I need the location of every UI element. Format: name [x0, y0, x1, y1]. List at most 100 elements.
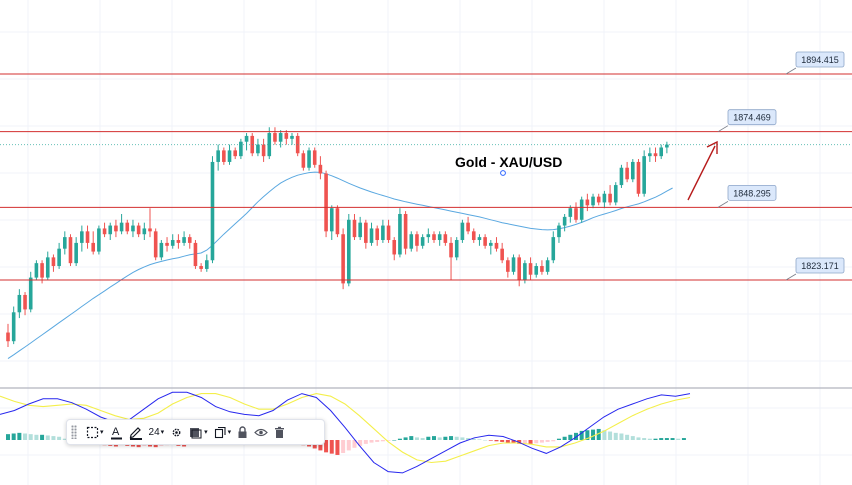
line-color-button[interactable] [129, 422, 143, 442]
candle-body [165, 242, 169, 246]
candle-body [278, 133, 283, 142]
histogram-bar [539, 440, 544, 443]
candle-body [375, 228, 379, 241]
candle-body [193, 242, 198, 267]
histogram-bar [358, 440, 363, 446]
candle-body [261, 144, 266, 157]
candle-body [233, 150, 237, 157]
candle-body [352, 219, 357, 238]
candle-body [415, 234, 419, 246]
histogram-bar [45, 435, 50, 440]
histogram-bar [545, 440, 550, 442]
price-levels: 1894.415 1874.469 1848.295 1823.171 [0, 51, 852, 281]
delete-button[interactable] [274, 422, 285, 442]
line-width-value: 24 [148, 426, 160, 438]
clone-button[interactable]: ▾ [214, 422, 231, 442]
level-label-leader [717, 125, 729, 133]
level-label-box [795, 257, 845, 274]
candle-body [80, 231, 84, 243]
candle-body [216, 150, 220, 162]
level-label: 1848.295 [733, 188, 771, 198]
candle-body [386, 225, 391, 241]
fill-button[interactable]: ▾ [189, 422, 208, 442]
lock-icon [238, 425, 247, 438]
histogram-bar [579, 430, 584, 440]
histogram-bar [596, 428, 601, 440]
arrow-shaft [687, 145, 716, 201]
histogram-bar [403, 437, 408, 440]
candle-body [301, 153, 306, 168]
candle-body [108, 225, 113, 235]
histogram-bar [488, 440, 493, 441]
candle-body [11, 312, 16, 342]
histogram-bar [420, 438, 425, 440]
candle-body [534, 266, 539, 275]
candle-body [324, 173, 328, 232]
candle-body [335, 208, 340, 235]
candle-body [318, 164, 323, 174]
select-rect-button[interactable]: ▾ [86, 422, 104, 442]
histogram-bar [625, 434, 630, 440]
line-width-button[interactable]: 24 ▾ [149, 422, 165, 442]
candle-body [619, 167, 624, 186]
histogram-bar [676, 438, 681, 440]
fill-icon [190, 427, 202, 438]
candle-body [403, 213, 408, 249]
candle-body [273, 133, 277, 142]
histogram-bar [57, 436, 62, 440]
candle-body [119, 222, 124, 232]
candle-body [477, 237, 482, 241]
moving-average-line [7, 171, 673, 360]
histogram-bar [522, 440, 527, 444]
histogram-bar [375, 440, 380, 442]
candle-body [642, 156, 646, 194]
histogram-bar [483, 440, 488, 441]
candle-body [471, 231, 476, 241]
candle-body [97, 228, 101, 252]
drag-handle-icon[interactable] [71, 425, 77, 439]
histogram-bar [608, 431, 613, 440]
candle-body [91, 242, 95, 252]
copy-icon [214, 426, 226, 438]
candle-body [523, 263, 527, 281]
candle-body [51, 257, 56, 267]
candle-body [528, 263, 533, 275]
candle-body [125, 222, 130, 232]
histogram-bar [454, 436, 459, 440]
histogram-bar [341, 440, 346, 453]
histogram-bar [591, 429, 596, 440]
candle-body [28, 277, 33, 310]
histogram-bar [619, 433, 624, 440]
candle-body [45, 257, 50, 278]
chart-title: Gold - XAU/USD [455, 154, 562, 170]
candle-body [239, 141, 243, 157]
candle-body [591, 196, 595, 206]
settings-button[interactable] [170, 422, 183, 442]
candle-body [369, 228, 374, 243]
candle-body [23, 294, 27, 310]
visibility-button[interactable] [254, 422, 269, 442]
histogram-bar [335, 440, 340, 455]
histogram-bar [511, 440, 516, 444]
title-anchor-dot[interactable] [500, 170, 506, 176]
level-label-leader [785, 273, 797, 281]
level-label-box [727, 109, 777, 126]
level-label: 1894.415 [801, 55, 839, 65]
histogram-bar [443, 436, 448, 440]
signal-line [0, 393, 691, 464]
text-color-button[interactable]: A [110, 422, 123, 442]
eye-icon [254, 428, 269, 436]
candle-body [517, 257, 521, 281]
histogram-bar [500, 440, 505, 442]
histogram-bar [494, 440, 499, 442]
candle-body [381, 225, 385, 241]
trend-arrow[interactable] [687, 140, 718, 201]
candle-body [506, 260, 510, 272]
candle-body [409, 234, 414, 249]
histogram-bar [28, 434, 33, 440]
lock-button[interactable] [237, 422, 248, 442]
candle-body [284, 133, 289, 139]
histogram-bar [613, 432, 618, 440]
moving-average [7, 171, 673, 360]
